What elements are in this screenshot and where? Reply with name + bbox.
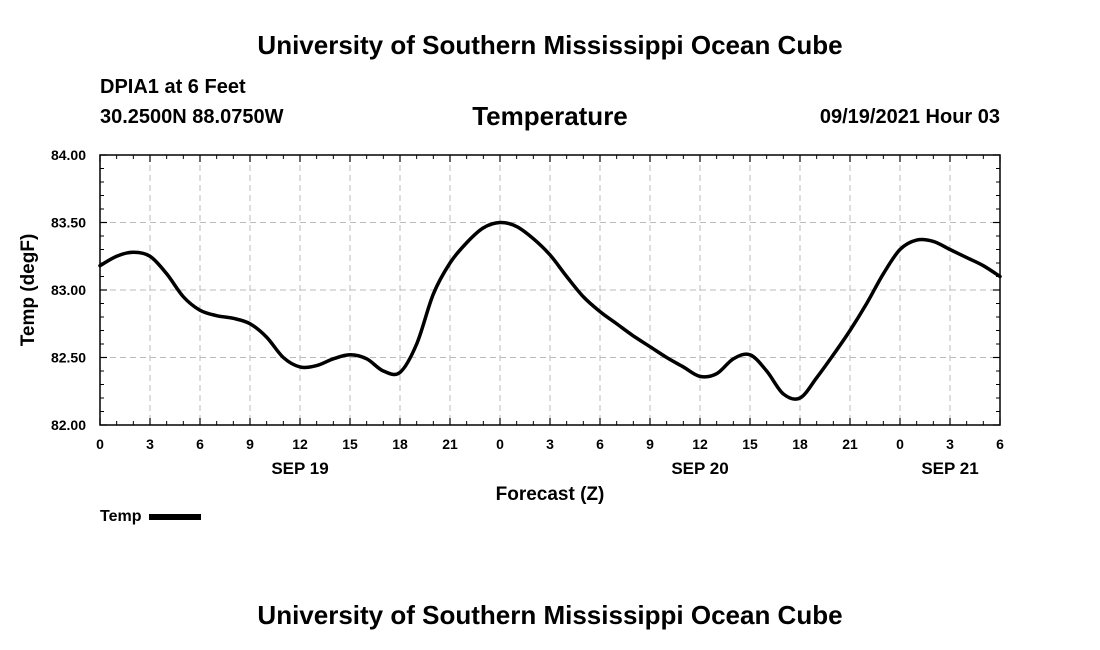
x-tick-label: 6 [996, 436, 1004, 452]
tick-layer [99, 154, 1001, 426]
bottom-title: University of Southern Mississippi Ocean… [257, 600, 843, 630]
x-date-label: SEP 21 [921, 459, 978, 478]
x-date-label: SEP 20 [671, 459, 728, 478]
x-axis-title: Forecast (Z) [496, 484, 605, 505]
y-tick-label: 82.50 [51, 350, 86, 366]
legend: Temp [100, 508, 202, 526]
y-tick-label: 84.00 [51, 147, 86, 163]
x-tick-label: 15 [742, 436, 758, 452]
x-tick-label: 12 [292, 436, 308, 452]
legend-swatch [149, 514, 202, 520]
x-tick-label: 9 [646, 436, 654, 452]
x-tick-label: 15 [342, 436, 358, 452]
chart-title: Temperature [472, 101, 628, 131]
grid-layer [100, 155, 1000, 425]
x-tick-label: 0 [496, 436, 504, 452]
x-tick-label: 0 [96, 436, 104, 452]
legend-label: Temp [100, 508, 142, 525]
x-tick-label: 9 [246, 436, 254, 452]
y-tick-label: 83.00 [51, 282, 86, 298]
y-tick-label: 82.00 [51, 417, 86, 433]
y-axis-title: Temp (degF) [18, 234, 39, 347]
label-layer: 0 3 6 9 12 15 18 21 0 3 6 9 12 15 18 21 0 3 6 82.00 82.50 83.… [51, 147, 1004, 478]
x-tick-label: 6 [596, 436, 604, 452]
x-tick-label: 18 [792, 436, 808, 452]
x-tick-label: 3 [146, 436, 154, 452]
x-tick-label: 6 [196, 436, 204, 452]
x-date-label: SEP 19 [271, 459, 328, 478]
series-line-temp [98, 220, 1002, 401]
station-label: DPIA1 at 6 Feet [100, 76, 246, 98]
x-tick-label: 21 [442, 436, 458, 452]
x-tick-label: 12 [692, 436, 708, 452]
y-tick-label: 83.50 [51, 215, 86, 231]
x-tick-label: 18 [392, 436, 408, 452]
x-tick-label: 21 [842, 436, 858, 452]
x-tick-label: 3 [546, 436, 554, 452]
x-tick-label: 0 [896, 436, 904, 452]
x-tick-label: 3 [946, 436, 954, 452]
station-coordinates: 30.2500N 88.0750W [100, 106, 284, 128]
forecast-datetime: 09/19/2021 Hour 03 [819, 106, 1000, 128]
top-title: University of Southern Mississippi Ocean… [257, 30, 843, 60]
